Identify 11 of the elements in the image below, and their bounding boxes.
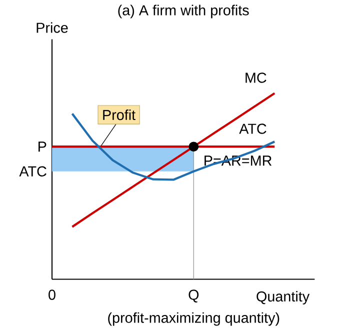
x-tick-label: Q	[188, 290, 199, 302]
x-tick-label: 0	[48, 290, 56, 300]
series-label: MC	[246, 72, 266, 83]
series-label: ATC	[239, 124, 266, 134]
chart-title: (a) A firm with profits	[118, 4, 249, 18]
text: P	[38, 142, 46, 152]
x-axis-title: Quantity	[256, 290, 310, 304]
text: ATC	[19, 166, 46, 176]
text: (profit-maximizing quantity)	[108, 312, 280, 326]
y-axis-title: Price	[36, 22, 68, 33]
band-label: Profit	[103, 109, 136, 120]
